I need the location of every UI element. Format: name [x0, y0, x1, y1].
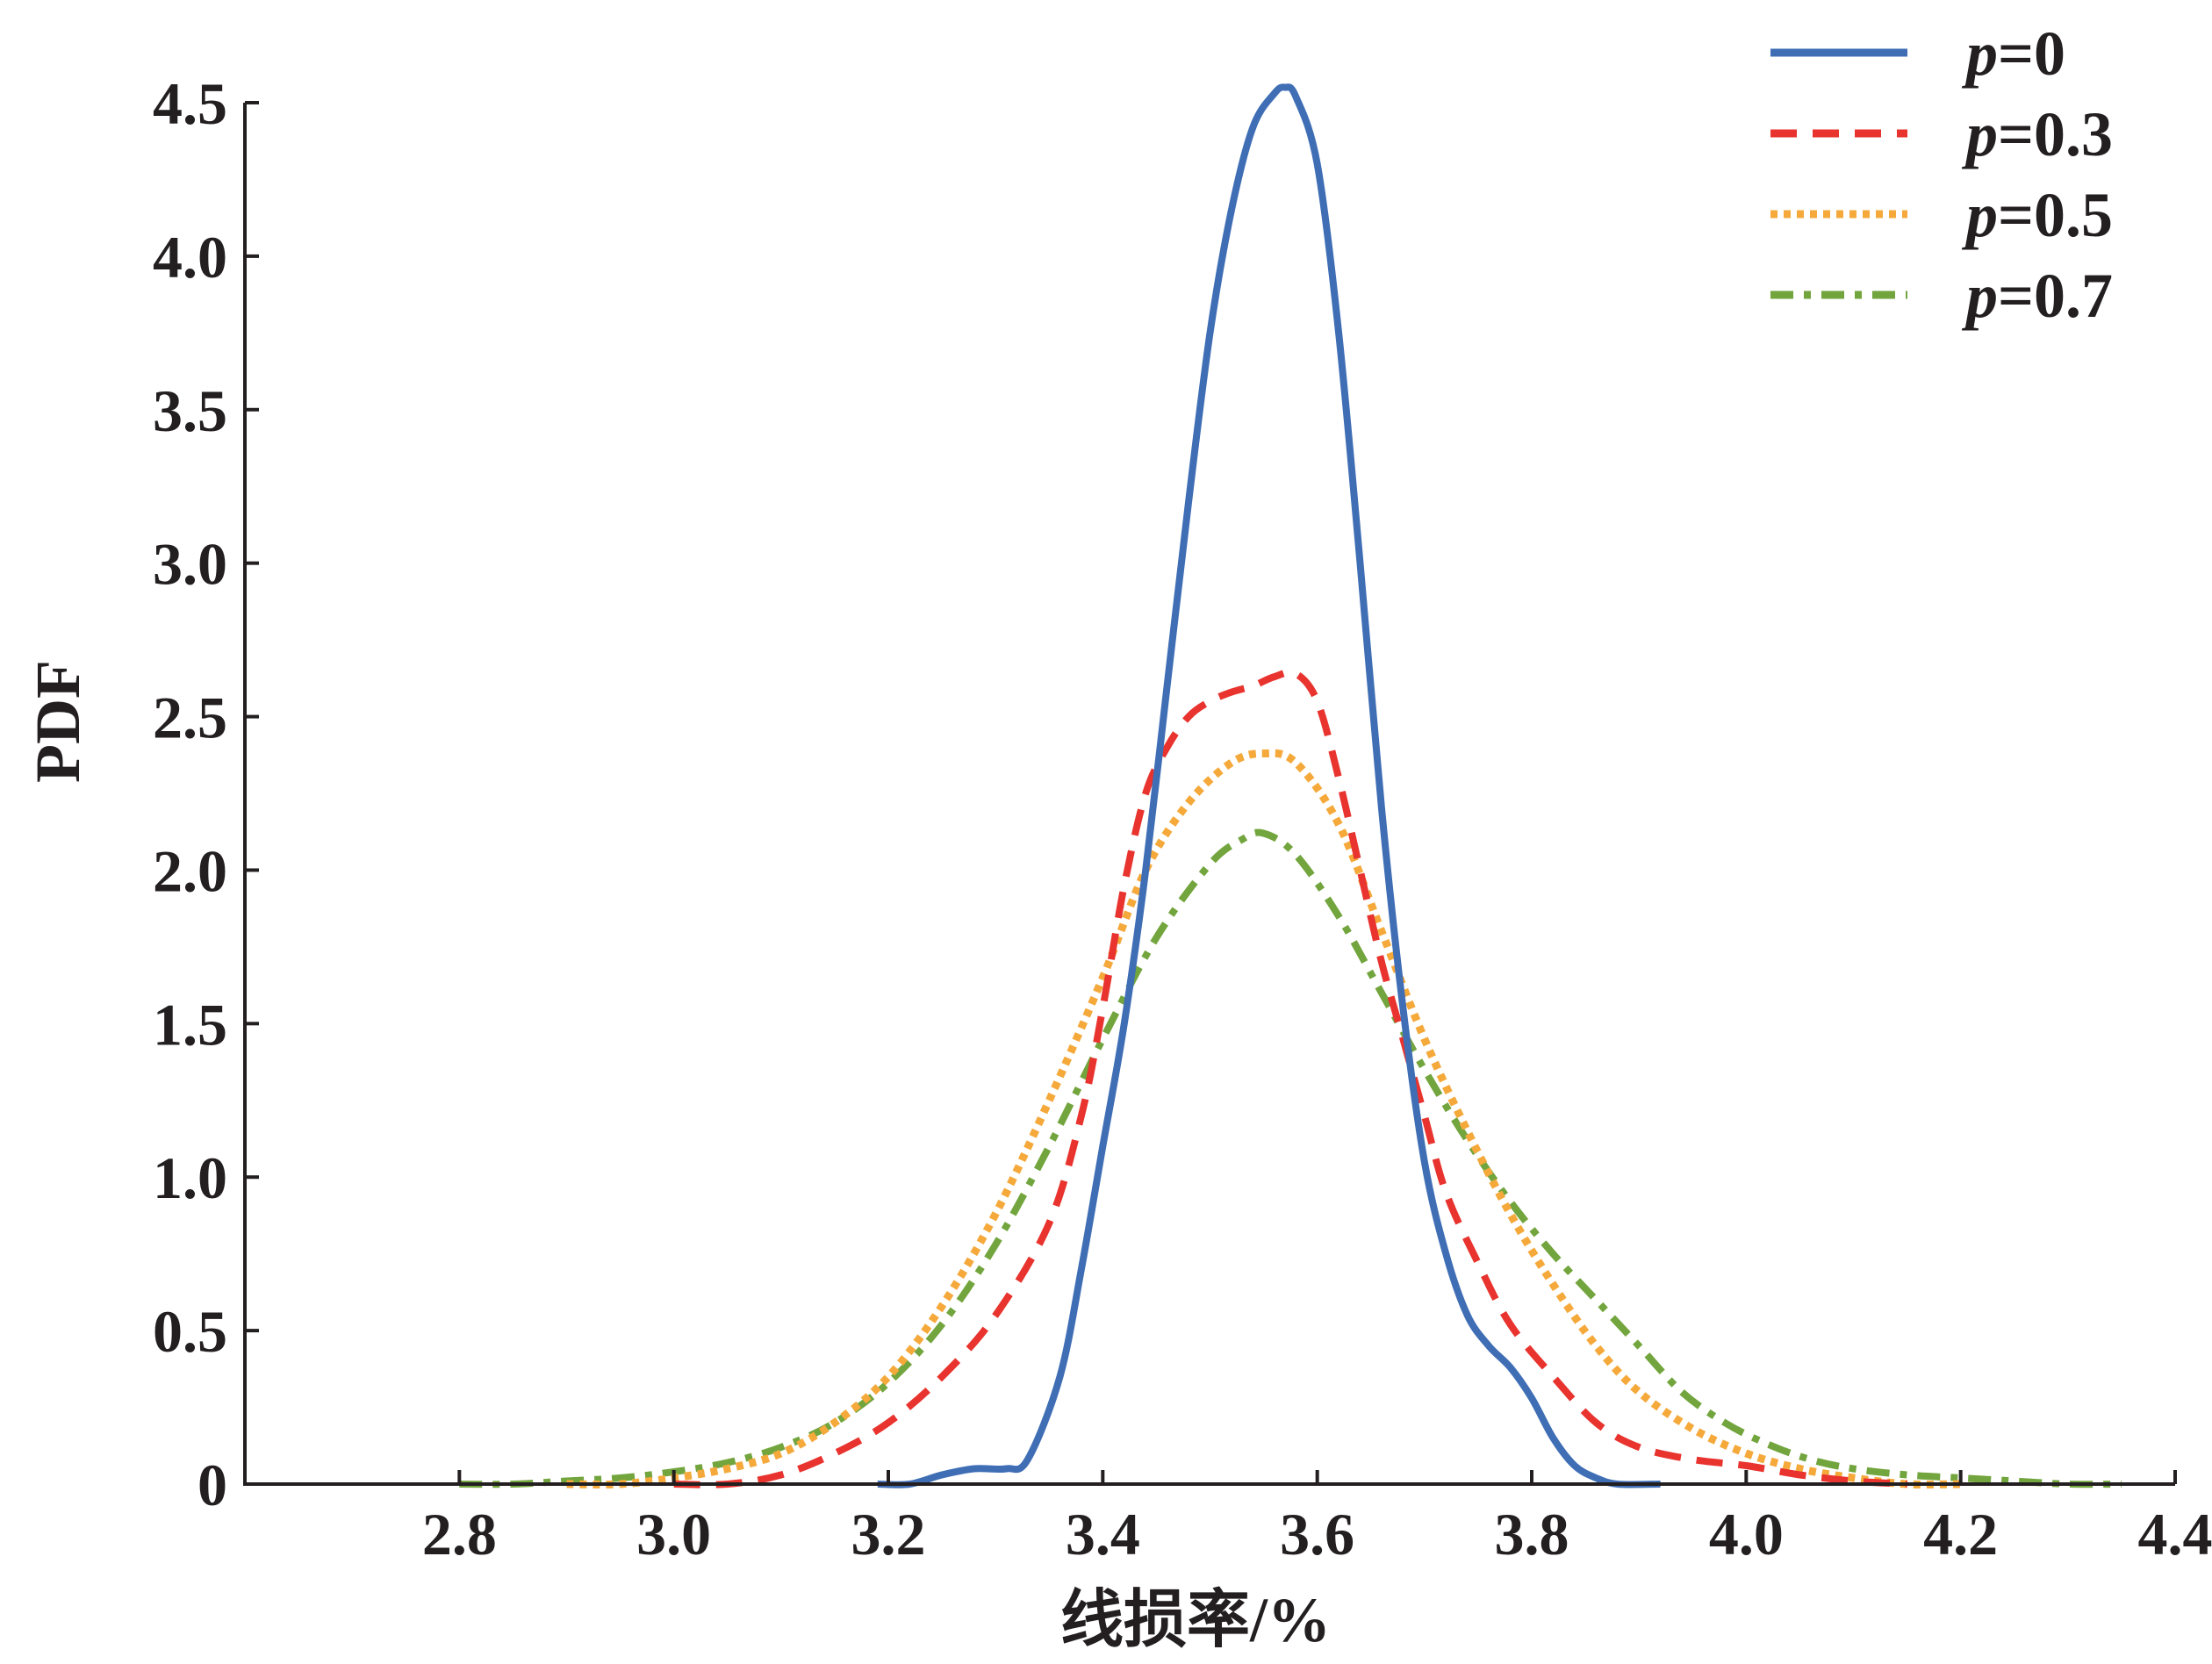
y-tick-label: 1.5	[153, 991, 227, 1058]
x-tick-label: 3.0	[636, 1501, 711, 1567]
y-tick-label: 0	[198, 1452, 227, 1518]
legend-label: p=0.5	[1961, 180, 2113, 250]
y-tick-label: 3.5	[153, 377, 227, 444]
x-tick-label: 3.2	[851, 1501, 926, 1567]
y-tick-label: 1.0	[153, 1144, 227, 1211]
y-tick-label: 4.5	[153, 70, 227, 137]
x-ticks: 2.8 3.0 3.2 3.4 3.6 3.8 4.0 4.2 4.4	[422, 1470, 2212, 1567]
series-line-p-0-7	[459, 828, 2122, 1488]
series-line-p-0-3	[673, 668, 1907, 1488]
legend-label: p=0.7	[1961, 261, 2113, 331]
y-tick-label: 2.5	[153, 685, 227, 751]
x-tick-label: 2.8	[422, 1501, 497, 1567]
x-tick-label: 4.0	[1709, 1501, 1784, 1567]
legend: p=0 p=0.3 p=0.5 p=0.7	[1770, 18, 2113, 331]
series-line-p-0-5	[566, 749, 1961, 1489]
legend-label: p=0	[1961, 18, 2065, 89]
legend-label: p=0.3	[1961, 99, 2113, 169]
x-tick-label: 3.8	[1495, 1501, 1569, 1567]
x-tick-label: 4.4	[2138, 1501, 2212, 1567]
axes-layer	[243, 103, 2175, 1486]
y-tick-label: 4.0	[153, 224, 227, 290]
y-ticks: 0 0.5 1.0 1.5 2.0 2.5 3.0 3.5 4.0 4.5	[153, 70, 259, 1518]
y-tick-label: 3.0	[153, 531, 227, 598]
x-tick-label: 4.2	[1923, 1501, 1998, 1567]
x-axis-title: 线损率/%	[1060, 1585, 1331, 1655]
x-tick-label: 3.6	[1280, 1501, 1354, 1567]
y-axis-title: PDF	[23, 660, 93, 783]
x-tick-label: 3.4	[1066, 1501, 1140, 1567]
series-line-p-0	[877, 83, 1661, 1488]
series-layer	[459, 83, 2122, 1489]
y-tick-label: 0.5	[153, 1298, 227, 1365]
y-tick-label: 2.0	[153, 837, 227, 904]
